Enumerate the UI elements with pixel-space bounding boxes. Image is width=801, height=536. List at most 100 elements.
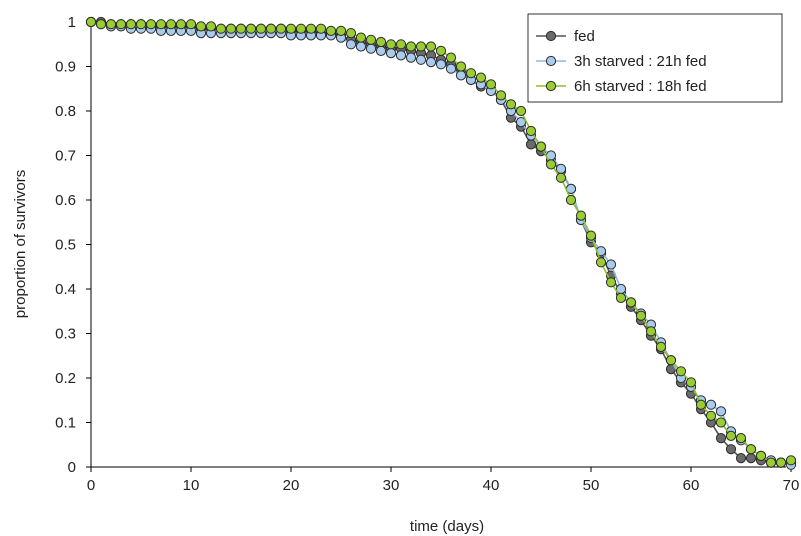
data-point [345,39,357,50]
data-point [425,57,437,68]
data-point [575,210,587,221]
data-point [625,297,637,308]
data-point [715,406,727,417]
data-point [195,21,207,32]
data-point [695,399,707,410]
data-point [145,19,157,30]
data-point [365,43,377,54]
legend-marker [545,80,557,92]
data-point [515,117,527,128]
data-point [495,90,507,101]
x-tick-label: 40 [483,477,500,494]
data-point [205,21,217,32]
data-point [485,79,497,90]
data-point [255,23,267,34]
data-point [735,453,747,464]
legend-label: fed [574,28,595,45]
y-tick-label: 0.3 [55,326,76,343]
data-point [755,450,767,461]
legend-label: 3h starved : 21h fed [574,53,707,70]
data-point [445,63,457,74]
data-point [465,68,477,79]
data-point [275,23,287,34]
legend-marker [545,30,557,42]
data-point [85,16,97,28]
data-point [385,48,397,59]
y-tick-label: 0 [68,459,76,476]
data-point [675,366,687,377]
data-point [375,36,387,48]
data-point [605,277,617,288]
data-point [315,23,327,34]
data-point [165,19,177,30]
data-point [745,444,757,455]
data-point [595,257,607,268]
x-tick-label: 60 [683,477,700,494]
data-point [285,23,297,34]
data-point [745,453,757,464]
y-tick-label: 0.2 [55,370,76,387]
data-point [725,430,737,441]
axes: 0 10 20 30 40 50 60 70 0 0.1 0.2 0.3 0.4 0.5 0.6 0.7 0.8… [55,14,799,494]
data-point [585,230,597,241]
y-tick-label: 0.5 [55,237,76,254]
legend: fed 3h starved : 21h fed 6h starved : 18h … [527,13,783,103]
data-point [735,433,747,444]
data-point [555,172,567,183]
y-tick-label: 0.4 [55,281,76,298]
data-point [455,61,467,72]
data-point [235,23,247,34]
data-point [185,19,197,30]
data-point [475,72,487,83]
data-point [345,27,357,39]
y-tick-label: 0.6 [55,192,76,209]
data-point [725,444,737,455]
data-point [395,39,407,50]
legend-items: fed 3h starved : 21h fed 6h starved : 18h … [536,28,707,95]
data-point [785,455,797,466]
data-point [425,41,437,52]
data-point [405,41,417,52]
data-point [355,41,367,52]
series-3 [85,16,797,468]
data-point [375,45,387,57]
data-point [645,326,657,337]
data-point [605,259,617,270]
y-tick-label: 1 [68,14,76,31]
data-point [665,355,677,366]
data-point [635,310,647,321]
y-tick-label: 0.1 [55,415,76,432]
data-point [535,141,547,152]
data-point [765,457,777,468]
data-point [685,377,697,388]
data-point [305,23,317,34]
data-point [705,399,717,410]
data-point [245,23,257,34]
data-point [265,23,277,34]
data-point [545,159,557,170]
data-point [175,19,187,30]
x-tick-label: 30 [383,477,400,494]
data-point [715,417,727,428]
data-point [365,34,377,45]
data-point [775,457,787,468]
data-point [715,433,727,444]
data-point [335,25,347,36]
data-point [215,23,227,34]
data-point [115,19,127,30]
data-point [405,52,417,63]
data-point [525,125,537,137]
data-point [415,41,427,52]
data-point [415,54,427,65]
data-point [355,32,367,43]
data-point [615,292,627,303]
x-tick-label: 50 [583,477,600,494]
y-tick-label: 0.7 [55,148,76,165]
data-point [515,105,527,117]
y-axis-title: proportion of survivors [12,170,29,318]
legend-label: 6h starved : 18h fed [574,78,707,95]
data-point [435,45,447,57]
series-layer [85,16,797,470]
data-point [435,59,447,70]
legend-box [527,13,783,103]
